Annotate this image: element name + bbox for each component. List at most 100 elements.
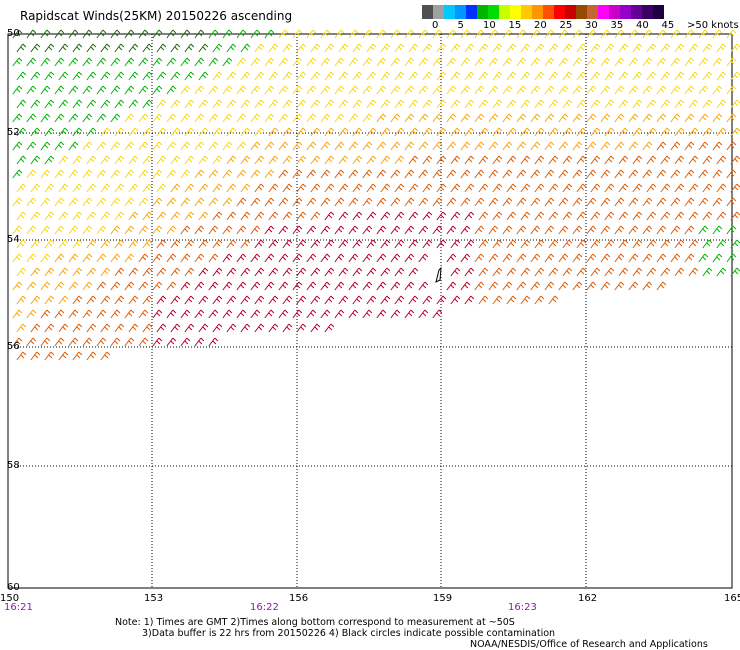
wind-barb — [30, 239, 41, 249]
wind-barb — [544, 225, 555, 235]
wind-barb — [492, 127, 503, 137]
wind-barb — [698, 225, 709, 235]
legend-swatch — [422, 5, 433, 19]
wind-barb — [128, 267, 139, 277]
credit-text: NOAA/NESDIS/Office of Research and Appli… — [470, 639, 708, 650]
wind-barb — [306, 197, 317, 207]
wind-barb — [124, 197, 135, 207]
longitude-label: 156 — [289, 593, 309, 604]
wind-barb — [436, 127, 447, 137]
wind-barb — [212, 323, 223, 333]
wind-barb — [58, 351, 69, 361]
wind-barb — [618, 183, 629, 193]
wind-barb — [142, 211, 153, 221]
wind-barb — [446, 141, 457, 151]
wind-barb — [138, 141, 149, 151]
wind-barb — [614, 141, 625, 151]
wind-barb — [222, 169, 233, 179]
wind-barb — [26, 113, 37, 123]
wind-barb — [604, 155, 615, 165]
wind-barb — [520, 267, 531, 277]
wind-barb — [530, 169, 541, 179]
wind-barb — [520, 295, 531, 305]
wind-barb — [534, 211, 545, 221]
wind-barb — [254, 155, 265, 165]
wind-barb — [44, 43, 55, 53]
wind-barb — [320, 225, 331, 235]
wind-barb — [100, 351, 111, 361]
wind-barb — [376, 113, 387, 123]
wind-barb — [712, 169, 723, 179]
wind-barb — [54, 169, 65, 179]
wind-barb — [44, 155, 55, 165]
wind-barb — [128, 211, 139, 221]
wind-barb — [334, 225, 345, 235]
wind-barb — [138, 197, 149, 207]
wind-barb — [520, 239, 531, 249]
wind-barb — [390, 85, 401, 95]
wind-barb — [516, 113, 527, 123]
wind-barb — [646, 183, 657, 193]
wind-barb — [222, 197, 233, 207]
wind-barb — [520, 43, 531, 53]
wind-barb — [198, 99, 209, 109]
wind-barb — [236, 57, 247, 67]
wind-barb — [390, 169, 401, 179]
wind-barb — [124, 57, 135, 67]
wind-barb — [352, 239, 363, 249]
wind-barb — [352, 295, 363, 305]
wind-barb — [544, 29, 555, 39]
wind-barb — [478, 267, 489, 277]
legend-swatch — [466, 5, 477, 19]
wind-barb — [240, 323, 251, 333]
wind-barb — [674, 211, 685, 221]
legend-swatch — [598, 5, 609, 19]
wind-barb — [394, 239, 405, 249]
wind-barb — [422, 239, 433, 249]
wind-barb — [40, 141, 51, 151]
wind-barb — [26, 225, 37, 235]
longitude-label: 153 — [144, 593, 164, 604]
wind-barb — [366, 239, 377, 249]
wind-barb — [698, 141, 709, 151]
wind-barb — [208, 337, 219, 347]
wind-barb — [390, 253, 401, 263]
wind-barb — [268, 155, 279, 165]
wind-barb — [184, 71, 195, 81]
wind-barb — [44, 211, 55, 221]
latitude-label: 56 — [7, 341, 20, 352]
wind-barb — [194, 141, 205, 151]
wind-barb — [716, 43, 727, 53]
wind-barb — [114, 183, 125, 193]
wind-barb — [208, 29, 219, 39]
wind-barb — [404, 85, 415, 95]
legend-label: 10 — [483, 20, 496, 31]
wind-barb — [96, 337, 107, 347]
wind-barb — [226, 267, 237, 277]
legend-swatch — [433, 5, 444, 19]
wind-barb — [670, 113, 681, 123]
wind-barb — [58, 323, 69, 333]
wind-barb — [670, 141, 681, 151]
wind-barb — [310, 99, 321, 109]
wind-barb — [124, 141, 135, 151]
wind-barb — [698, 253, 709, 263]
wind-barb — [338, 295, 349, 305]
wind-barb — [124, 309, 135, 319]
wind-barb — [380, 155, 391, 165]
wind-barb — [96, 29, 107, 39]
wind-barb — [142, 43, 153, 53]
wind-barb — [278, 197, 289, 207]
wind-barb — [264, 57, 275, 67]
wind-barb — [488, 281, 499, 291]
legend-swatch — [543, 5, 554, 19]
wind-barb — [646, 71, 657, 81]
wind-barb — [110, 197, 121, 207]
wind-barb — [436, 295, 447, 305]
wind-barb — [306, 141, 317, 151]
wind-barb — [390, 309, 401, 319]
wind-barb — [688, 211, 699, 221]
wind-barb — [278, 225, 289, 235]
wind-barb — [334, 85, 345, 95]
longitude-label: 165 — [724, 593, 740, 604]
